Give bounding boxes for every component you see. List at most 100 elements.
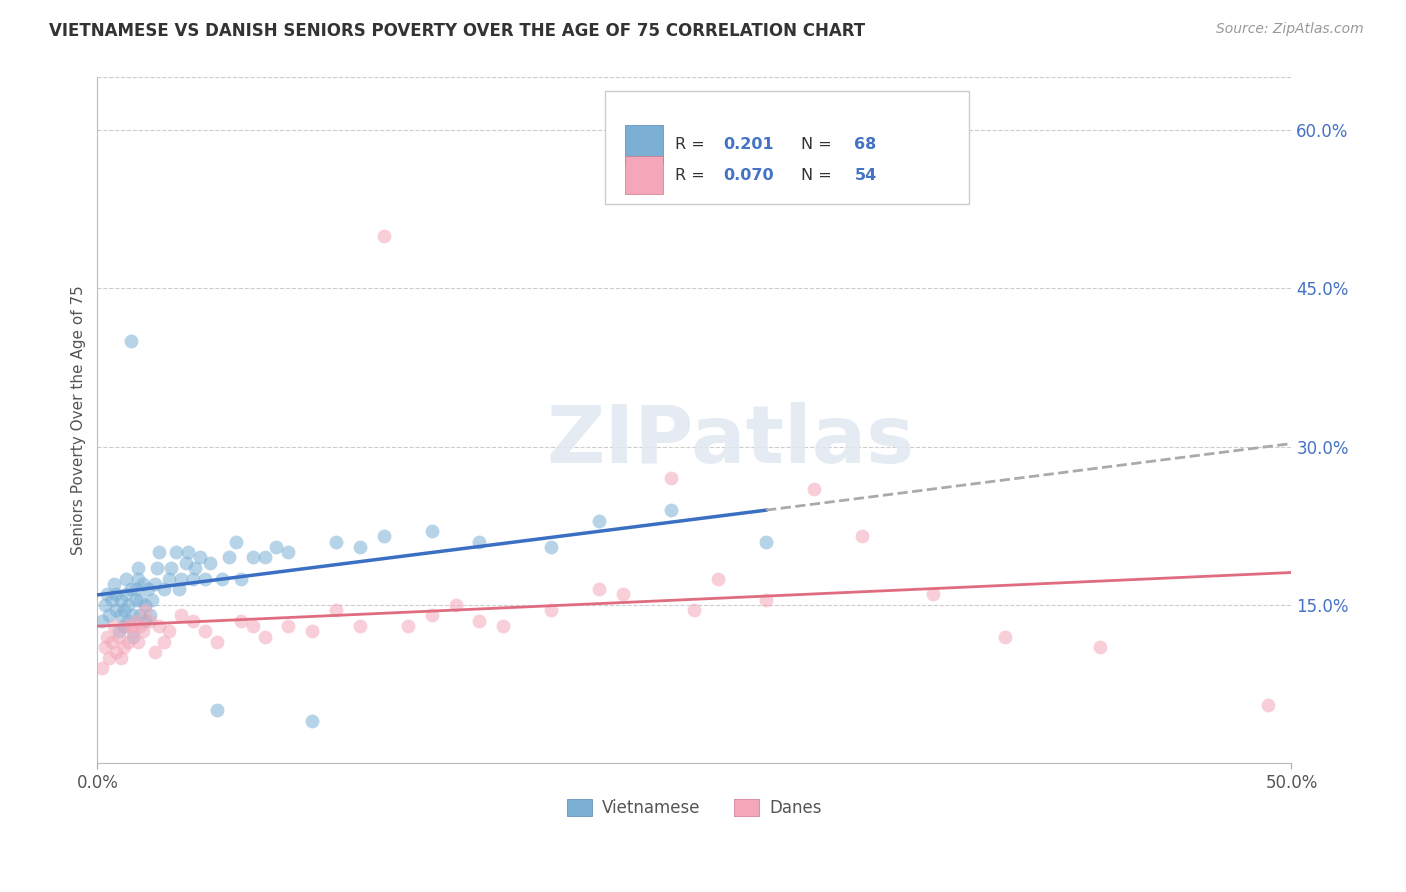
Point — [205, 703, 228, 717]
Point — [659, 503, 682, 517]
Text: VIETNAMESE VS DANISH SENIORS POVERTY OVER THE AGE OF 75 CORRELATION CHART: VIETNAMESE VS DANISH SENIORS POVERTY OVE… — [49, 22, 865, 40]
Point — [124, 582, 146, 596]
Point — [540, 603, 562, 617]
Point — [134, 603, 156, 617]
Text: 0.070: 0.070 — [723, 168, 773, 183]
Point — [129, 619, 152, 633]
Point — [117, 614, 139, 628]
Point — [242, 550, 264, 565]
Bar — [626, 126, 664, 163]
Point — [922, 587, 945, 601]
Point — [468, 614, 491, 628]
Text: N =: N = — [800, 168, 837, 183]
Point — [588, 582, 610, 596]
Point — [266, 540, 288, 554]
Point — [301, 624, 323, 639]
Point — [188, 550, 211, 565]
Point — [112, 619, 135, 633]
Point — [103, 619, 125, 633]
Point — [115, 587, 138, 601]
Point — [148, 545, 170, 559]
Point — [127, 561, 149, 575]
Point — [181, 572, 204, 586]
Point — [120, 582, 142, 596]
Point — [122, 630, 145, 644]
Point — [110, 650, 132, 665]
Point — [707, 572, 730, 586]
Text: R =: R = — [675, 168, 710, 183]
Point — [165, 545, 187, 559]
Point — [105, 645, 128, 659]
Point — [1257, 698, 1279, 712]
Point — [91, 614, 114, 628]
Point — [1090, 640, 1112, 654]
Point — [373, 529, 395, 543]
Point — [122, 608, 145, 623]
Point — [112, 603, 135, 617]
Point — [349, 540, 371, 554]
Text: N =: N = — [800, 136, 837, 152]
Point — [253, 550, 276, 565]
Point — [588, 514, 610, 528]
Point — [157, 624, 180, 639]
Point — [225, 534, 247, 549]
Point — [160, 561, 183, 575]
Y-axis label: Seniors Poverty Over the Age of 75: Seniors Poverty Over the Age of 75 — [72, 285, 86, 555]
Point — [136, 582, 159, 596]
Point — [205, 635, 228, 649]
Point — [127, 635, 149, 649]
Point — [124, 592, 146, 607]
Point — [108, 630, 131, 644]
Point — [93, 640, 115, 654]
Point — [325, 603, 347, 617]
Point — [396, 619, 419, 633]
Point — [659, 471, 682, 485]
Point — [612, 587, 634, 601]
Point — [132, 624, 155, 639]
Point — [253, 630, 276, 644]
Point — [153, 635, 176, 649]
Point — [683, 603, 706, 617]
Point — [540, 540, 562, 554]
Bar — [626, 156, 664, 194]
Point — [373, 228, 395, 243]
Text: 0.201: 0.201 — [723, 136, 773, 152]
Text: R =: R = — [675, 136, 710, 152]
Point — [755, 534, 778, 549]
Point — [184, 561, 207, 575]
Point — [420, 608, 443, 623]
Point — [91, 661, 114, 675]
Point — [277, 545, 299, 559]
Point — [301, 714, 323, 728]
Point — [124, 614, 146, 628]
Point — [229, 572, 252, 586]
Point — [146, 561, 169, 575]
Point — [194, 624, 217, 639]
Point — [229, 614, 252, 628]
Point — [112, 640, 135, 654]
Point — [143, 576, 166, 591]
Point — [242, 619, 264, 633]
Point — [132, 576, 155, 591]
Point — [98, 650, 121, 665]
Point — [98, 608, 121, 623]
Point — [139, 608, 162, 623]
Text: Source: ZipAtlas.com: Source: ZipAtlas.com — [1216, 22, 1364, 37]
Text: ZIPatlas: ZIPatlas — [546, 402, 914, 480]
Text: 54: 54 — [855, 168, 877, 183]
Point — [851, 529, 873, 543]
Point — [177, 545, 200, 559]
Point — [129, 592, 152, 607]
Text: 68: 68 — [855, 136, 877, 152]
Point — [211, 572, 233, 586]
Point — [110, 608, 132, 623]
Point — [994, 630, 1017, 644]
Point — [120, 619, 142, 633]
Point — [143, 645, 166, 659]
Point — [96, 630, 118, 644]
Point — [492, 619, 515, 633]
Point — [194, 572, 217, 586]
Point — [181, 614, 204, 628]
Point — [468, 534, 491, 549]
Point — [134, 598, 156, 612]
